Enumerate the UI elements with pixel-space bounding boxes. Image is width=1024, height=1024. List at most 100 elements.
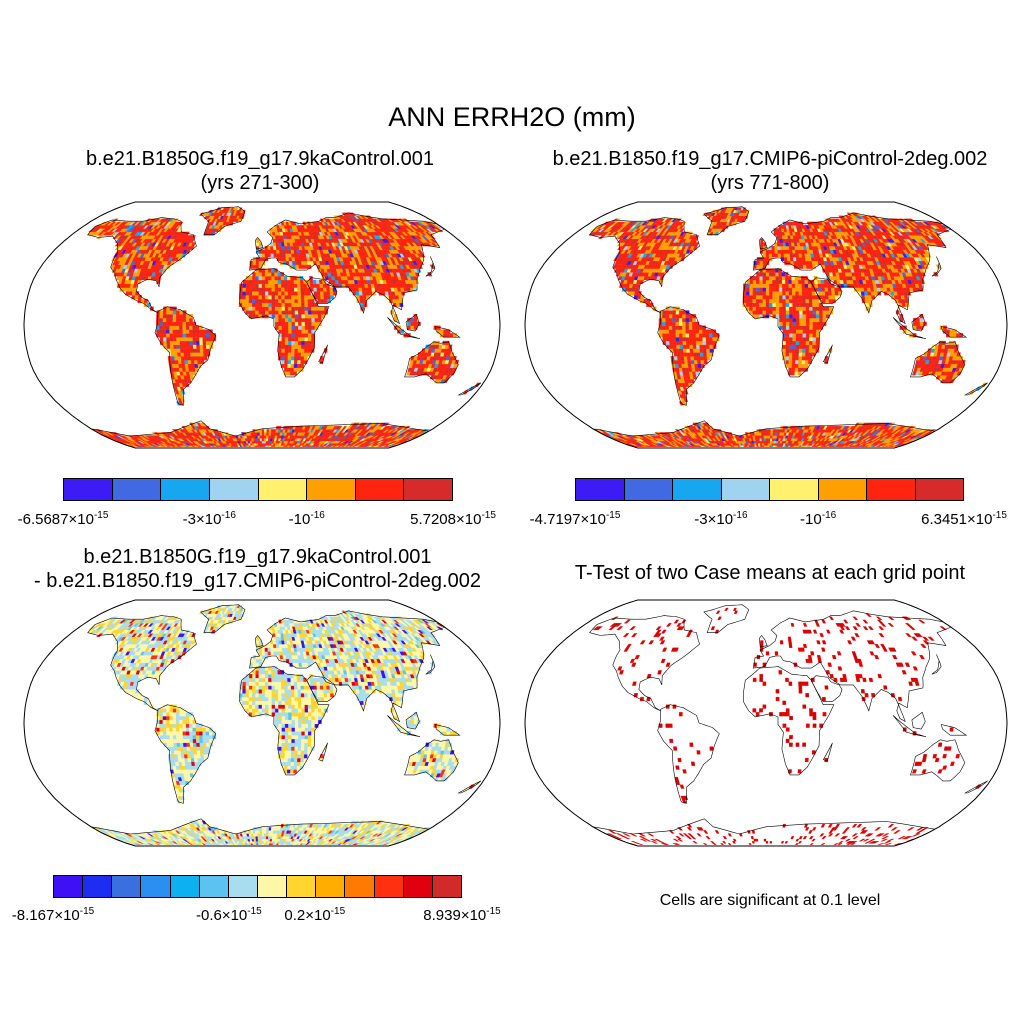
colorbar-label: 5.7208×10-15 — [410, 510, 496, 528]
coastline — [200, 206, 246, 235]
colorbar-swatch — [258, 479, 308, 500]
coastline — [892, 715, 927, 737]
coastline — [940, 724, 968, 736]
colorbar-swatch — [83, 876, 113, 897]
coastline — [657, 306, 720, 406]
coastline — [434, 724, 461, 736]
colorbar-swatch — [432, 876, 461, 897]
coastline — [810, 277, 843, 304]
map-border — [524, 599, 1008, 847]
colorbar-label: 8.939×10-15 — [423, 906, 501, 924]
colorbar-swatch — [915, 479, 963, 500]
colorbar-swatch — [141, 876, 171, 897]
colorbar-case2 — [575, 478, 964, 501]
coastline — [759, 237, 768, 250]
coastline — [405, 711, 420, 730]
significance-note: Cells are significant at 0.1 level — [659, 892, 881, 909]
panel-title-ttest: T-Test of two Case means at each grid po… — [574, 562, 966, 584]
panel-title-case1: b.e21.B1850G.f19_g17.9kaControl.001 (yrs… — [85, 148, 435, 194]
coastline — [249, 212, 446, 325]
coastline — [457, 780, 482, 794]
map-border — [524, 201, 1008, 449]
colorbar-swatch — [345, 876, 375, 897]
coastline — [87, 217, 197, 314]
grid-cells — [592, 607, 982, 845]
coastline — [940, 326, 968, 338]
coastline — [589, 217, 700, 314]
coastline — [911, 711, 926, 730]
map-ttest — [524, 599, 1008, 847]
colorbar-swatch — [257, 876, 288, 897]
coastline — [154, 306, 217, 406]
colorbar-swatch — [355, 479, 405, 500]
grid-cells — [588, 207, 988, 447]
colorbar-swatch — [170, 876, 200, 897]
grid-cells — [86, 207, 481, 447]
coastline — [434, 326, 461, 338]
colorbar-swatch — [818, 479, 867, 500]
coastline — [931, 654, 942, 675]
coastline — [306, 675, 338, 702]
coastline — [589, 615, 700, 712]
coastline — [657, 704, 720, 804]
colorbar-swatch — [199, 876, 229, 897]
colorbar-label: -10-16 — [288, 510, 325, 528]
colorbar-label: -3×10-16 — [694, 510, 748, 528]
coastline — [255, 237, 264, 250]
coastline — [810, 675, 843, 702]
coastline — [249, 610, 446, 723]
coastline — [239, 268, 330, 378]
coastline — [457, 382, 482, 396]
coastline — [892, 317, 927, 339]
coastline — [387, 715, 421, 737]
coastline — [404, 341, 459, 384]
colorbar-swatch — [54, 876, 84, 897]
panel-title-case2: b.e21.B1850.f19_g17.CMIP6-piControl-2deg… — [552, 148, 988, 194]
map-case2 — [524, 201, 1008, 449]
colorbar-swatch — [624, 479, 673, 500]
coastline — [87, 615, 197, 712]
coastline — [703, 604, 750, 633]
colorbar-label: -4.7197×10-15 — [529, 510, 621, 528]
coastline — [963, 382, 988, 396]
colorbar-swatch — [287, 876, 317, 897]
map-border — [23, 201, 501, 449]
colorbar-swatch — [307, 479, 356, 500]
colorbar-swatch — [576, 479, 625, 500]
map-diff — [23, 599, 501, 847]
colorbar-label: -6.5687×10-15 — [17, 510, 109, 528]
panel-title-diff: b.e21.B1850G.f19_g17.9kaControl.001 - b.… — [34, 546, 481, 592]
colorbar-swatch — [228, 876, 258, 897]
coastline — [318, 742, 328, 762]
colorbar-swatch — [374, 876, 404, 897]
coastline — [963, 780, 988, 794]
colorbar-label: -8.167×10-15 — [11, 906, 95, 924]
coastline — [822, 742, 833, 762]
colorbar-swatch — [867, 479, 916, 500]
colorbar-swatch — [316, 876, 346, 897]
coastline — [743, 666, 835, 776]
colorbar-swatch — [161, 479, 210, 500]
coastline — [387, 317, 421, 339]
coastline — [154, 704, 217, 804]
colorbar-swatch — [404, 479, 452, 500]
map-case1 — [23, 201, 501, 449]
coastline — [425, 256, 436, 277]
coastline — [909, 739, 966, 782]
colorbar-label: -10-16 — [800, 510, 837, 528]
coastline — [306, 277, 338, 304]
coastline — [318, 344, 328, 364]
coastline — [931, 256, 942, 277]
colorbar-swatch — [673, 479, 722, 500]
colorbar-swatch — [403, 876, 433, 897]
figure-title: ANN ERRH2O (mm) — [388, 102, 636, 132]
coastline — [909, 341, 966, 384]
grid-cells — [86, 605, 481, 845]
coastline — [255, 635, 264, 648]
coastline — [753, 610, 952, 723]
colorbar-label: -0.6×10-15 — [195, 906, 262, 924]
coastline — [425, 654, 436, 675]
coastline — [911, 313, 926, 332]
map-border — [23, 599, 501, 847]
coastline — [200, 604, 246, 633]
